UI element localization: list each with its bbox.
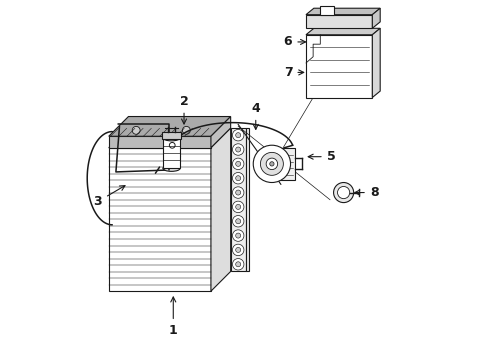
Text: 3: 3 <box>94 186 125 208</box>
Circle shape <box>236 147 241 152</box>
Ellipse shape <box>163 135 180 141</box>
Circle shape <box>232 244 244 256</box>
Polygon shape <box>211 117 231 148</box>
Polygon shape <box>109 128 231 148</box>
Circle shape <box>270 162 274 166</box>
Circle shape <box>182 126 190 134</box>
Circle shape <box>236 190 241 195</box>
Circle shape <box>232 258 244 270</box>
Bar <box>306 15 372 28</box>
Bar <box>306 35 372 98</box>
Polygon shape <box>109 117 231 136</box>
Circle shape <box>266 158 278 170</box>
Circle shape <box>232 172 244 184</box>
Bar <box>162 132 181 139</box>
Text: 7: 7 <box>284 66 304 79</box>
Circle shape <box>232 158 244 170</box>
Bar <box>320 6 334 15</box>
Circle shape <box>236 204 241 210</box>
Polygon shape <box>306 8 380 15</box>
Circle shape <box>334 183 354 203</box>
Text: 5: 5 <box>308 150 336 163</box>
Circle shape <box>232 187 244 198</box>
Circle shape <box>236 161 241 166</box>
Text: 8: 8 <box>355 186 378 199</box>
Bar <box>109 148 211 291</box>
Text: 6: 6 <box>284 35 306 49</box>
Bar <box>245 128 248 271</box>
Circle shape <box>232 130 244 141</box>
Circle shape <box>170 143 175 148</box>
Circle shape <box>260 152 283 175</box>
Text: 4: 4 <box>251 102 260 129</box>
Polygon shape <box>306 28 380 35</box>
Bar <box>109 136 211 148</box>
Circle shape <box>236 219 241 224</box>
Text: 2: 2 <box>180 95 189 124</box>
Circle shape <box>236 247 241 252</box>
Circle shape <box>232 144 244 155</box>
Bar <box>231 128 245 271</box>
Polygon shape <box>211 128 231 291</box>
Circle shape <box>236 176 241 181</box>
Polygon shape <box>372 8 380 28</box>
Circle shape <box>236 233 241 238</box>
Polygon shape <box>372 28 380 98</box>
Circle shape <box>232 216 244 227</box>
Circle shape <box>253 145 291 183</box>
Bar <box>270 148 295 180</box>
Text: 1: 1 <box>169 297 178 337</box>
Circle shape <box>338 186 350 199</box>
Circle shape <box>236 262 241 267</box>
Ellipse shape <box>163 165 180 171</box>
Bar <box>163 138 180 168</box>
Circle shape <box>232 201 244 213</box>
Circle shape <box>232 230 244 241</box>
Circle shape <box>236 133 241 138</box>
Circle shape <box>132 126 140 134</box>
